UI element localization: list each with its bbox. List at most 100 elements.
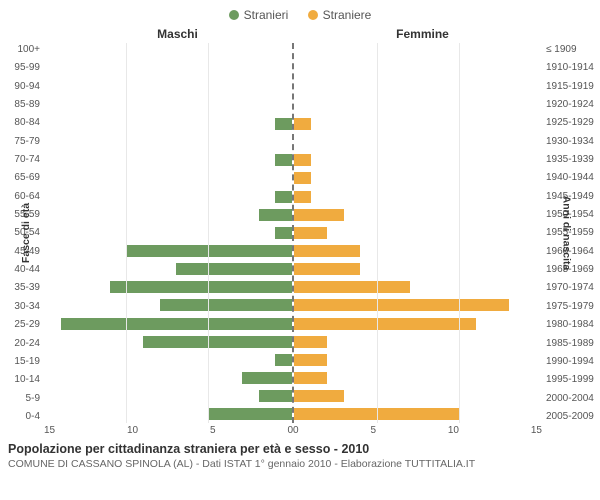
- bar-row-male: [44, 244, 292, 259]
- x-tick: 5: [210, 425, 216, 436]
- bar-female: [294, 299, 509, 311]
- bar-male: [61, 318, 292, 330]
- bar-female: [294, 172, 311, 184]
- x-tick: 10: [448, 425, 459, 436]
- x-tick: 5: [370, 425, 376, 436]
- bar-row-male: [44, 207, 292, 222]
- bar-row-female: [294, 135, 542, 150]
- bar-female: [294, 245, 360, 257]
- caption-subtitle: COMUNE DI CASSANO SPINOLA (AL) - Dati IS…: [8, 458, 592, 470]
- age-tick: 90-94: [4, 81, 40, 92]
- age-tick: 25-29: [4, 319, 40, 330]
- year-tick: 1940-1944: [546, 172, 596, 183]
- bar-row-female: [294, 280, 542, 295]
- plot: [44, 43, 542, 423]
- bar-male: [259, 209, 292, 221]
- bar-male: [242, 372, 292, 384]
- bar-row-male: [44, 225, 292, 240]
- year-tick: 1920-1924: [546, 99, 596, 110]
- bar-female: [294, 191, 311, 203]
- x-tick: 15: [531, 425, 542, 436]
- bar-female: [294, 336, 327, 348]
- year-tick: 1995-1999: [546, 374, 596, 385]
- bar-female: [294, 263, 360, 275]
- age-tick: 15-19: [4, 356, 40, 367]
- column-title-female: Femmine: [300, 27, 545, 41]
- bar-female: [294, 118, 311, 130]
- age-tick: 10-14: [4, 374, 40, 385]
- legend-item-male: Stranieri: [229, 8, 289, 22]
- legend-label: Stranieri: [244, 8, 289, 22]
- bar-row-male: [44, 334, 292, 349]
- bar-male: [110, 281, 292, 293]
- x-ticks-left: 151050: [44, 425, 293, 436]
- x-axis: 151050 051015: [0, 423, 600, 436]
- age-tick: 85-89: [4, 99, 40, 110]
- year-tick: 1930-1934: [546, 136, 596, 147]
- bar-female: [294, 209, 344, 221]
- age-tick: 30-34: [4, 301, 40, 312]
- year-tick: 2005-2009: [546, 411, 596, 422]
- bar-row-male: [44, 371, 292, 386]
- legend-label: Straniere: [323, 8, 372, 22]
- bar-female: [294, 354, 327, 366]
- bar-row-female: [294, 371, 542, 386]
- year-tick: 1925-1929: [546, 117, 596, 128]
- bar-male: [275, 118, 292, 130]
- year-tick: 2000-2004: [546, 393, 596, 404]
- y-axis-label-left: Fasce di età: [20, 203, 32, 263]
- bar-row-female: [294, 80, 542, 95]
- bar-row-female: [294, 62, 542, 77]
- age-tick: 35-39: [4, 282, 40, 293]
- circle-icon: [308, 10, 318, 20]
- bar-male: [275, 154, 292, 166]
- bar-male: [160, 299, 292, 311]
- bar-row-male: [44, 262, 292, 277]
- age-tick: 95-99: [4, 62, 40, 73]
- year-tick: 1990-1994: [546, 356, 596, 367]
- bar-female: [294, 318, 476, 330]
- legend-item-female: Straniere: [308, 8, 372, 22]
- bar-row-female: [294, 117, 542, 132]
- bar-male: [275, 227, 292, 239]
- bar-row-female: [294, 262, 542, 277]
- year-tick: 1910-1914: [546, 62, 596, 73]
- bar-row-male: [44, 298, 292, 313]
- x-tick: 10: [127, 425, 138, 436]
- bar-row-female: [294, 98, 542, 113]
- bar-row-male: [44, 316, 292, 331]
- bar-row-female: [294, 316, 542, 331]
- bar-row-male: [44, 280, 292, 295]
- bar-row-female: [294, 389, 542, 404]
- y-axis-label-right: Anni di nascita: [561, 196, 573, 271]
- age-tick: 70-74: [4, 154, 40, 165]
- bar-male: [259, 390, 292, 402]
- plot-female: [294, 43, 542, 423]
- bar-female: [294, 372, 327, 384]
- bar-row-female: [294, 352, 542, 367]
- bar-row-female: [294, 244, 542, 259]
- age-tick: 40-44: [4, 264, 40, 275]
- legend: Stranieri Straniere: [0, 0, 600, 27]
- bar-female: [294, 390, 344, 402]
- bar-male: [275, 354, 292, 366]
- x-tick: 15: [44, 425, 55, 436]
- bar-row-female: [294, 171, 542, 186]
- column-titles: Maschi Femmine: [0, 27, 600, 43]
- bar-row-female: [294, 225, 542, 240]
- column-title-male: Maschi: [55, 27, 300, 41]
- bar-row-female: [294, 189, 542, 204]
- age-tick: 20-24: [4, 338, 40, 349]
- bar-row-female: [294, 207, 542, 222]
- year-tick: 1980-1984: [546, 319, 596, 330]
- bar-row-male: [44, 153, 292, 168]
- bar-row-male: [44, 44, 292, 59]
- caption-title: Popolazione per cittadinanza straniera p…: [8, 442, 592, 456]
- age-tick: 100+: [4, 44, 40, 55]
- year-tick: 1935-1939: [546, 154, 596, 165]
- age-tick: 60-64: [4, 191, 40, 202]
- bar-row-female: [294, 407, 542, 422]
- bar-row-male: [44, 171, 292, 186]
- bar-row-male: [44, 407, 292, 422]
- bar-male: [275, 191, 292, 203]
